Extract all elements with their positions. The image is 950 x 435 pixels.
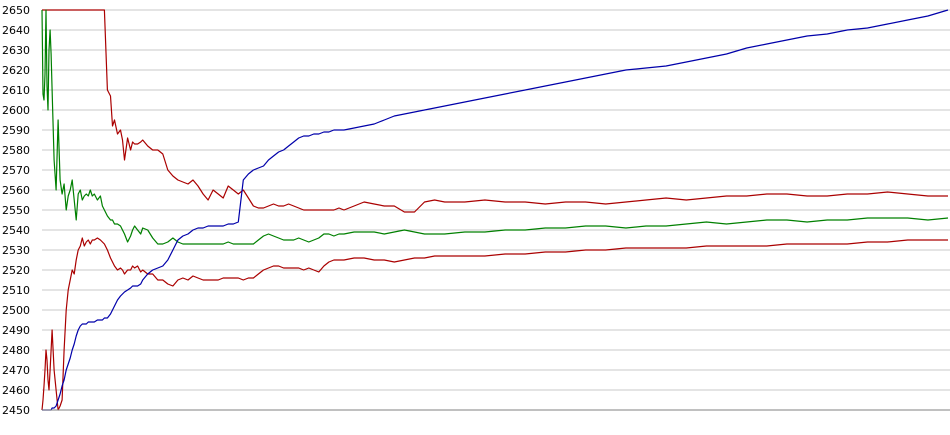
y-tick-label: 2550: [2, 204, 30, 217]
series-line-1: [41, 9, 949, 245]
series-line-2: [41, 237, 948, 411]
grid: [42, 9, 950, 411]
y-tick-label: 2500: [2, 304, 30, 317]
y-tick-label: 2510: [2, 284, 30, 297]
y-tick-label: 2620: [2, 64, 30, 77]
y-tick-label: 2640: [2, 24, 30, 37]
y-tick-label: 2580: [2, 144, 30, 157]
series-lines: [41, 9, 949, 411]
y-tick-label: 2590: [2, 124, 30, 137]
y-axis-ticks: 2450 2460 2470 2480 2490 2500 2510 2520 2530 2540…: [2, 4, 30, 417]
series-line-0: [42, 9, 948, 213]
y-tick-label: 2460: [2, 384, 30, 397]
y-tick-label: 2470: [2, 364, 30, 377]
y-tick-label: 2480: [2, 344, 30, 357]
y-tick-label: 2600: [2, 104, 30, 117]
series-line-3: [42, 9, 949, 411]
y-tick-label: 2520: [2, 264, 30, 277]
y-tick-label: 2530: [2, 244, 30, 257]
y-tick-label: 2560: [2, 184, 30, 197]
y-tick-label: 2630: [2, 44, 30, 57]
y-tick-label: 2540: [2, 224, 30, 237]
y-tick-label: 2570: [2, 164, 30, 177]
y-tick-label: 2450: [2, 404, 30, 417]
y-tick-label: 2490: [2, 324, 30, 337]
y-tick-label: 2650: [2, 4, 30, 17]
y-tick-label: 2610: [2, 84, 30, 97]
